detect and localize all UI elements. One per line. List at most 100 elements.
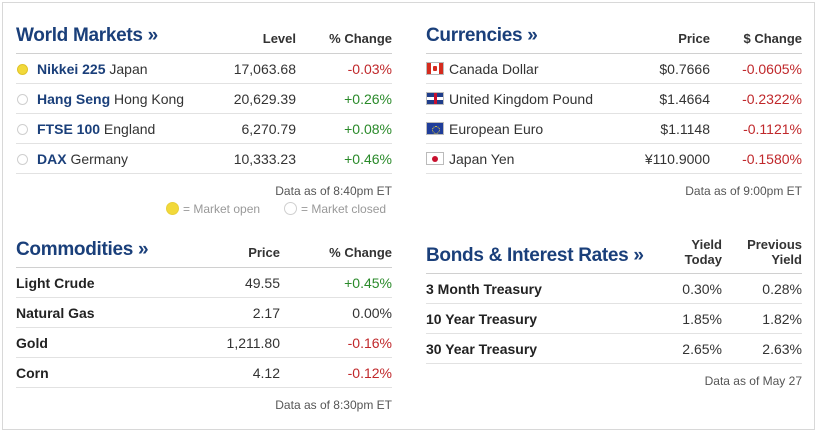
japan-flag-icon bbox=[426, 152, 444, 165]
commodity-row-corn[interactable]: Corn 4.12 -0.12% bbox=[16, 358, 392, 388]
market-name: FTSE 100 England bbox=[37, 114, 155, 144]
market-open-icon bbox=[17, 64, 28, 75]
eu-flag-icon bbox=[426, 122, 444, 135]
commodity-change: 0.00% bbox=[352, 305, 392, 321]
market-closed-icon bbox=[17, 124, 28, 135]
commodity-change: -0.12% bbox=[347, 365, 392, 381]
price-column-header: Price bbox=[248, 245, 280, 260]
currency-row-jpy[interactable]: Japan Yen ¥110.9000 -0.1580% bbox=[426, 144, 802, 174]
market-row-dax[interactable]: DAX Germany 10,333.23 +0.46% bbox=[16, 144, 392, 174]
commodity-change: -0.16% bbox=[347, 335, 392, 351]
bonds-panel: Bonds & Interest Rates » Yield Today Prev… bbox=[426, 234, 802, 388]
market-country: Hong Kong bbox=[114, 91, 185, 107]
currencies-timestamp: Data as of 9:00pm ET bbox=[685, 184, 802, 198]
market-name: DAX Germany bbox=[37, 144, 128, 174]
market-name: Hang Seng Hong Kong bbox=[37, 84, 184, 114]
commodities-title-link[interactable]: Commodities » bbox=[16, 239, 149, 260]
currency-row-eur[interactable]: European Euro $1.1148 -0.1121% bbox=[426, 114, 802, 144]
market-level: 20,629.39 bbox=[233, 91, 296, 107]
currency-change: -0.1580% bbox=[742, 151, 802, 167]
currency-country: Canada bbox=[449, 61, 499, 77]
index-name-link[interactable]: Nikkei 225 bbox=[37, 61, 106, 77]
commodity-name: Gold bbox=[16, 335, 48, 351]
market-change: -0.03% bbox=[347, 61, 392, 77]
yield-header-line2: Today bbox=[684, 252, 722, 267]
commodity-row-natural-gas[interactable]: Natural Gas 2.17 0.00% bbox=[16, 298, 392, 328]
commodity-change: +0.45% bbox=[344, 275, 392, 291]
market-country: Japan bbox=[109, 61, 148, 77]
currency-unit: Pound bbox=[552, 91, 593, 107]
currency-name: European Euro bbox=[449, 114, 543, 144]
commodity-row-gold[interactable]: Gold 1,211.80 -0.16% bbox=[16, 328, 392, 358]
market-country: Germany bbox=[70, 151, 129, 167]
index-name-link[interactable]: Hang Seng bbox=[37, 91, 111, 107]
bond-yield: 2.65% bbox=[682, 341, 722, 357]
commodities-timestamp: Data as of 8:30pm ET bbox=[275, 398, 392, 412]
yield-today-column-header: Yield Today bbox=[685, 237, 722, 267]
market-legend: = Market open bbox=[166, 202, 260, 216]
commodity-row-light-crude[interactable]: Light Crude 49.55 +0.45% bbox=[16, 268, 392, 298]
previous-yield-column-header: Previous Yield bbox=[747, 237, 802, 267]
currency-price: $0.7666 bbox=[659, 61, 710, 77]
change-column-header: $ Change bbox=[743, 31, 802, 46]
market-row-hang-seng[interactable]: Hang Seng Hong Kong 20,629.39 +0.26% bbox=[16, 84, 392, 114]
bond-row-3-month[interactable]: 3 Month Treasury 0.30% 0.28% bbox=[426, 274, 802, 304]
currency-unit: Euro bbox=[513, 121, 544, 137]
yield-header-line1: Yield bbox=[691, 237, 722, 252]
bond-row-30-year[interactable]: 30 Year Treasury 2.65% 2.63% bbox=[426, 334, 802, 364]
commodity-price: 4.12 bbox=[252, 365, 280, 381]
currency-unit: Yen bbox=[490, 151, 515, 167]
index-name-link[interactable]: DAX bbox=[37, 151, 67, 167]
currency-price: ¥110.9000 bbox=[644, 151, 710, 167]
currency-change: -0.1121% bbox=[743, 121, 802, 137]
market-row-ftse[interactable]: FTSE 100 England 6,270.79 +0.08% bbox=[16, 114, 392, 144]
currencies-title-link[interactable]: Currencies » bbox=[426, 25, 538, 46]
currency-name: Canada Dollar bbox=[449, 54, 539, 84]
uk-flag-icon bbox=[426, 92, 444, 105]
market-name: Nikkei 225 Japan bbox=[37, 54, 148, 84]
commodities-header: Commodities » Price % Change bbox=[16, 234, 392, 268]
level-column-header: Level bbox=[262, 31, 296, 46]
bond-name: 10 Year Treasury bbox=[426, 311, 538, 327]
previous-header-line2: Yield bbox=[771, 252, 802, 267]
commodity-price: 1,211.80 bbox=[226, 335, 280, 351]
bond-previous-yield: 2.63% bbox=[762, 341, 802, 357]
commodity-price: 2.17 bbox=[252, 305, 280, 321]
canada-flag-icon bbox=[426, 62, 444, 75]
bond-yield: 0.30% bbox=[682, 281, 722, 297]
currency-unit: Dollar bbox=[501, 61, 539, 77]
market-closed-icon bbox=[17, 154, 28, 165]
bond-row-10-year[interactable]: 10 Year Treasury 1.85% 1.82% bbox=[426, 304, 802, 334]
bond-yield: 1.85% bbox=[682, 311, 722, 327]
currencies-panel: Currencies » Price $ Change Canada Dolla… bbox=[426, 20, 802, 198]
legend-open-label: = Market open bbox=[183, 202, 261, 216]
market-country: England bbox=[103, 121, 156, 137]
world-markets-header: World Markets » Level % Change bbox=[16, 20, 392, 54]
world-markets-title-link[interactable]: World Markets » bbox=[16, 25, 158, 46]
market-level: 6,270.79 bbox=[241, 121, 297, 137]
commodity-name: Natural Gas bbox=[16, 305, 95, 321]
currency-row-gbp[interactable]: United Kingdom Pound $1.4664 -0.2322% bbox=[426, 84, 802, 114]
price-column-header: Price bbox=[678, 31, 710, 46]
currency-row-cad[interactable]: Canada Dollar $0.7666 -0.0605% bbox=[426, 54, 802, 84]
market-legend-closed: = Market closed bbox=[284, 202, 386, 216]
legend-closed-label: = Market closed bbox=[301, 202, 387, 216]
market-change: +0.08% bbox=[344, 121, 392, 137]
currency-country: United Kingdom bbox=[449, 91, 549, 107]
index-name-link[interactable]: FTSE 100 bbox=[37, 121, 101, 137]
currency-country: European bbox=[449, 121, 510, 137]
bonds-header: Bonds & Interest Rates » Yield Today Prev… bbox=[426, 234, 802, 274]
market-change: +0.26% bbox=[344, 91, 392, 107]
currencies-header: Currencies » Price $ Change bbox=[426, 20, 802, 54]
market-row-nikkei[interactable]: Nikkei 225 Japan 17,063.68 -0.03% bbox=[16, 54, 392, 84]
bond-name: 3 Month Treasury bbox=[426, 281, 542, 297]
market-closed-icon bbox=[17, 94, 28, 105]
bonds-title-link[interactable]: Bonds & Interest Rates » bbox=[426, 245, 644, 266]
commodity-name: Corn bbox=[16, 365, 49, 381]
market-change: +0.46% bbox=[344, 151, 392, 167]
currency-change: -0.2322% bbox=[742, 91, 802, 107]
market-level: 10,333.23 bbox=[233, 151, 296, 167]
commodity-name: Light Crude bbox=[16, 275, 95, 291]
market-closed-legend-icon bbox=[284, 202, 297, 215]
